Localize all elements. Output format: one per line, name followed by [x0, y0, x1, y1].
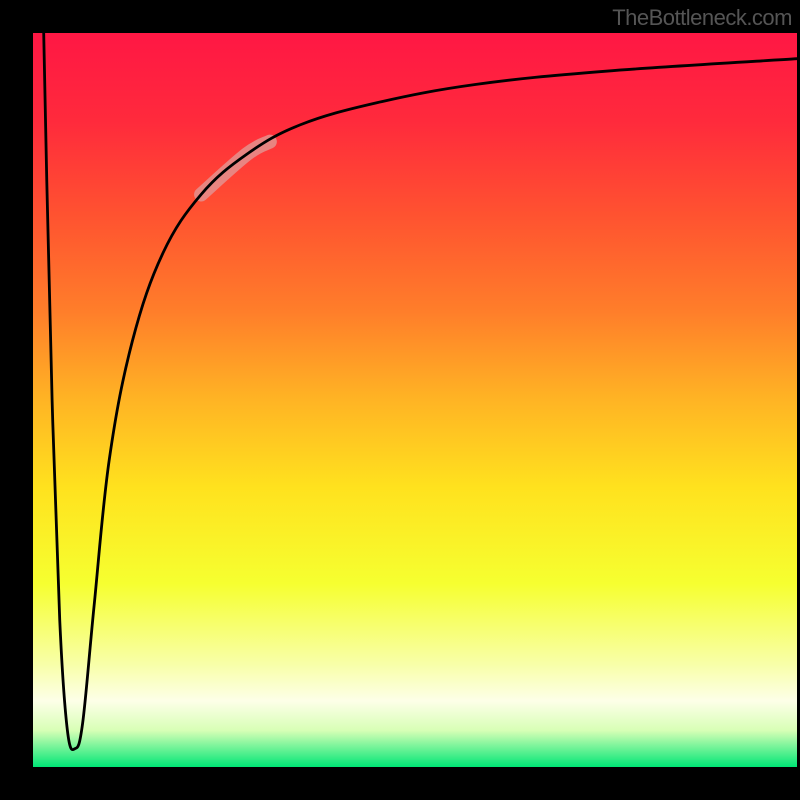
- y-axis-band: [0, 0, 33, 800]
- highlight-segment: [201, 142, 270, 195]
- watermark-text: TheBottleneck.com: [612, 5, 792, 31]
- main-curve: [44, 33, 797, 750]
- chart-container: TheBottleneck.com: [0, 0, 800, 800]
- plot-area: [33, 33, 797, 767]
- bottleneck-curve: [33, 33, 797, 767]
- x-axis-band: [0, 767, 800, 800]
